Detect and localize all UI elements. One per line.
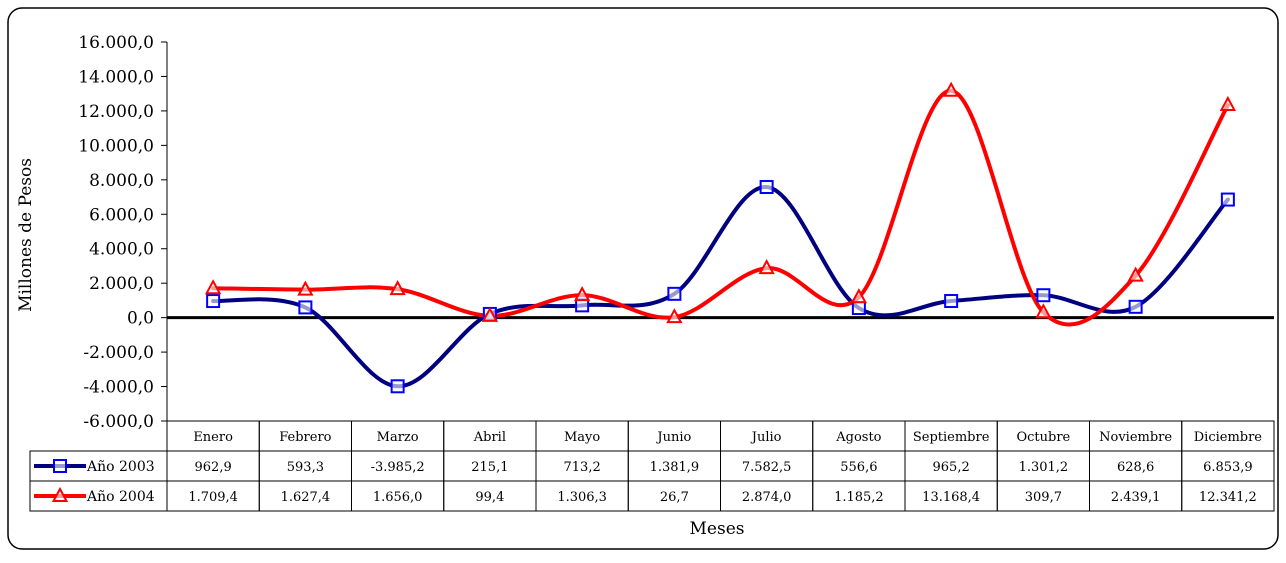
series-2003-point [944,294,959,309]
series-2004-point [204,279,222,295]
data-label: 7.582,5 [742,460,792,475]
x-tick-label: Junio [655,430,691,445]
series-2004-point [1035,303,1052,319]
y-tick-label: 10.000,0 [78,136,154,156]
x-tick-label: Abril [473,430,506,445]
series-2004-point [573,286,591,302]
chart-border [7,7,1279,550]
data-label: 1.306,3 [557,490,607,505]
data-label: 12.341,2 [1199,490,1257,505]
series-2004-point [481,306,499,322]
data-label: 962,9 [195,460,232,475]
table-cell [1181,480,1275,512]
y-tick-label: 6.000,0 [89,205,154,225]
x-tick-label: Octubre [1016,430,1070,445]
series-2003-point [759,180,774,195]
data-label: 1.301,2 [1019,460,1069,475]
data-label: 713,2 [564,460,601,475]
series-2004-line [211,88,1230,327]
x-tick-label: Febrero [279,430,331,445]
series-2003-point [851,301,866,316]
data-label: 1.381,9 [650,460,700,475]
series-2003-point [1220,192,1235,207]
y-tick-label: -4.000,0 [83,378,154,398]
series-2003-point [1036,288,1051,303]
series-2003-point [390,379,405,394]
y-tick-label: 16.000,0 [78,33,154,53]
y-tick-label: -6.000,0 [83,412,154,432]
series-2004-point [297,280,314,296]
x-tick-label: Julio [750,430,782,445]
data-label: 309,7 [1025,490,1062,505]
series-2004-point [389,280,406,296]
data-table: Enero Febrero Marzo Abril Mayo Junio Julio Agos… [29,420,1275,512]
x-tick-label: Marzo [377,430,419,445]
data-label: 1.627,4 [281,490,331,505]
y-tick-label: 0,0 [127,309,154,329]
data-label: 965,2 [933,460,970,475]
series-2004-point [758,259,775,275]
series-2003-point [206,294,221,309]
x-tick-label: Noviembre [1099,430,1172,445]
data-label: 2.439,1 [1111,490,1161,505]
x-tick-label: Enero [193,430,233,445]
series-2003-point [667,286,682,301]
data-label: 628,6 [1117,460,1154,475]
y-tick-label: 12.000,0 [78,102,154,122]
y-tick-label: 8.000,0 [89,171,154,191]
y-axis-title: Millones de Pesos [16,158,36,312]
series-2004-legend-marker [51,486,69,502]
series-2004-point [1219,95,1237,112]
series-markers [204,81,1237,394]
data-label: 2.874,0 [742,490,792,505]
x-tick-label: Diciembre [1194,430,1263,445]
data-label: 26,7 [660,490,689,505]
series-2004-point [850,288,868,304]
series-2003-point [575,298,590,313]
y-axis-ticks: 16.000,0 14.000,0 12.000,0 10.000,0 8.000,0 6… [78,33,167,432]
series-2004-legend-label: Año 2004 [86,489,155,505]
y-tick-label: 14.000,0 [78,67,154,87]
data-label: 6.853,9 [1203,460,1253,475]
x-tick-label: Mayo [564,430,600,445]
y-tick-label: 2.000,0 [89,274,154,294]
series-2004-point [942,81,960,97]
series-2004-point [666,308,683,324]
data-label: 593,3 [287,460,324,475]
y-tick-label: -2.000,0 [83,343,154,363]
series-2004-point [1127,266,1144,282]
x-tick-label: Septiembre [913,430,990,445]
series-2003-point [298,300,313,315]
series-2003-point [1128,299,1143,314]
data-label: 99,4 [475,490,504,505]
data-label: 556,6 [840,460,877,475]
data-label: 13.168,4 [922,490,980,505]
series-2003-legend-label: Año 2003 [86,459,155,475]
data-label: 1.709,4 [188,490,238,505]
y-tick-label: 4.000,0 [89,240,154,260]
x-tick-label: Agosto [835,430,881,445]
data-label: 1.656,0 [373,490,423,505]
data-label: 215,1 [471,460,508,475]
series-2003-legend-marker [53,459,67,473]
x-axis-title: Meses [690,519,745,539]
data-label: 1.185,2 [834,490,884,505]
data-label: -3.985,2 [371,460,425,475]
